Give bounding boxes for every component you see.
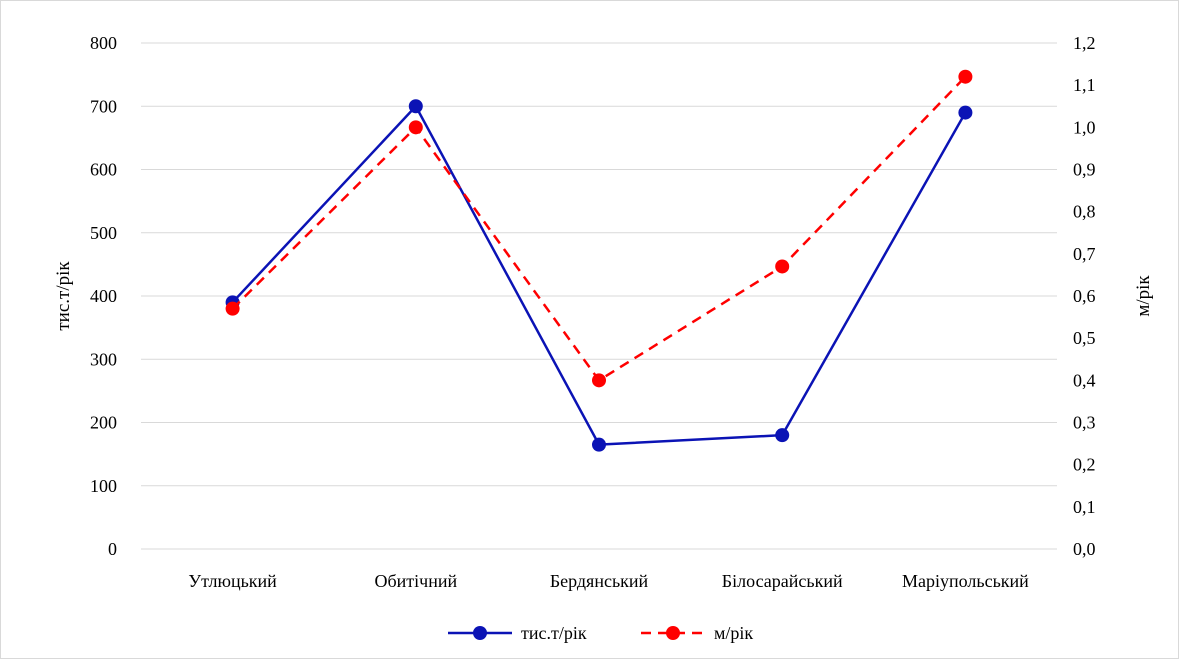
x-tick-label: Білосарайський — [722, 571, 843, 591]
left-tick-label: 100 — [90, 476, 117, 496]
gridlines — [141, 42, 1057, 550]
left-tick-label: 800 — [90, 33, 117, 53]
left-axis-ticks: 0 100 200 300 400 500 600 700 800 — [90, 33, 117, 559]
x-tick-label: Бердянський — [550, 571, 649, 591]
right-tick-label: 0,8 — [1073, 202, 1096, 222]
right-tick-label: 0,1 — [1073, 497, 1096, 517]
legend-marker — [473, 626, 487, 640]
right-tick-label: 1,0 — [1073, 117, 1096, 137]
series-layer — [225, 69, 973, 452]
right-axis-title: м/рік — [1133, 275, 1154, 317]
data-point — [775, 428, 790, 443]
data-point — [592, 373, 606, 388]
right-tick-label: 0,3 — [1073, 413, 1096, 433]
legend-item: тис.т/рік — [448, 623, 587, 643]
legend: тис.т/рік м/рік — [448, 623, 753, 643]
right-tick-label: 0,5 — [1073, 328, 1096, 348]
x-tick-label: Утлюцький — [188, 571, 277, 591]
left-tick-label: 0 — [108, 539, 117, 559]
right-tick-label: 1,2 — [1073, 33, 1096, 53]
series-line — [231, 75, 967, 382]
series-1 — [225, 99, 973, 452]
right-tick-label: 0,6 — [1073, 286, 1096, 306]
right-tick-label: 0,7 — [1073, 244, 1096, 264]
data-point — [592, 437, 606, 452]
right-tick-label: 1,1 — [1073, 75, 1096, 95]
right-tick-label: 0,0 — [1073, 539, 1096, 559]
data-point — [958, 105, 973, 120]
right-tick-label: 0,9 — [1073, 160, 1096, 180]
data-point — [775, 259, 790, 274]
legend-label: тис.т/рік — [521, 623, 587, 643]
left-tick-label: 600 — [90, 160, 117, 180]
x-axis-ticks: Утлюцький Обитічний Бердянський Білосарайсь… — [188, 571, 1029, 591]
x-tick-label: Маріупольський — [902, 571, 1029, 591]
legend-marker — [666, 626, 680, 640]
legend-item: м/рік — [641, 623, 753, 643]
left-tick-label: 200 — [90, 413, 117, 433]
x-tick-label: Обитічний — [374, 571, 457, 591]
data-point — [225, 301, 240, 316]
data-point — [958, 69, 973, 84]
legend-label: м/рік — [714, 623, 753, 643]
left-tick-label: 300 — [90, 349, 117, 369]
series-line — [231, 105, 967, 446]
data-point — [408, 120, 423, 135]
right-tick-label: 0,4 — [1073, 370, 1096, 390]
right-tick-label: 0,2 — [1073, 455, 1096, 475]
left-tick-label: 500 — [90, 223, 117, 243]
data-point — [408, 99, 423, 114]
left-tick-label: 400 — [90, 286, 117, 306]
left-axis-title: тис.т/рік — [53, 261, 74, 331]
series-2 — [225, 69, 973, 388]
right-axis-ticks: 0,0 0,1 0,2 0,3 0,4 0,5 0,6 0,7 0,8 0,9 1,0 1,1 1,2 — [1073, 33, 1096, 559]
left-tick-label: 700 — [90, 96, 117, 116]
